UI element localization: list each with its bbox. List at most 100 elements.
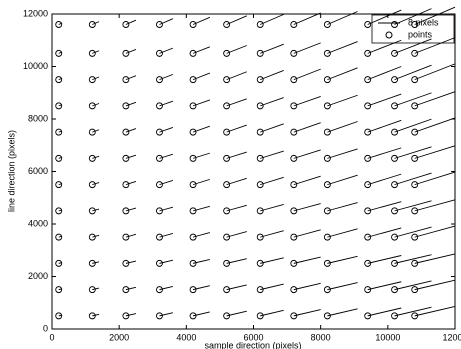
vector [260, 309, 284, 317]
vector [414, 279, 456, 291]
point [88, 286, 96, 294]
vector [367, 201, 402, 212]
vector [260, 150, 284, 159]
point [391, 181, 398, 189]
point [290, 259, 298, 267]
point [364, 312, 372, 320]
point [256, 207, 264, 215]
point [256, 312, 264, 320]
point [411, 76, 419, 84]
point [364, 154, 372, 162]
vector [92, 50, 100, 54]
point [323, 233, 331, 241]
point [55, 233, 63, 241]
vector [293, 68, 321, 81]
point [223, 207, 231, 215]
vector [125, 181, 137, 186]
point [122, 181, 130, 189]
point [55, 154, 63, 162]
vector [92, 208, 100, 212]
vector [394, 226, 432, 238]
point [223, 21, 231, 28]
vector [293, 175, 321, 186]
point [364, 21, 372, 28]
point [323, 312, 331, 320]
vector [327, 228, 358, 238]
point [256, 102, 264, 110]
point [156, 259, 163, 267]
point [323, 128, 331, 136]
vector [226, 71, 247, 81]
point [122, 259, 130, 267]
vector [260, 43, 284, 54]
point [364, 102, 372, 110]
vector [226, 45, 247, 54]
vector [159, 100, 174, 107]
vector [125, 154, 137, 159]
vector [226, 124, 247, 133]
vector [159, 286, 174, 291]
vector [394, 118, 432, 133]
vector [159, 73, 174, 81]
vector [414, 171, 456, 186]
point [189, 102, 197, 110]
point [88, 102, 96, 110]
point [88, 21, 96, 28]
vector [226, 15, 247, 25]
vector [394, 146, 432, 159]
vector [327, 67, 358, 81]
point [156, 286, 163, 294]
vector [414, 37, 456, 54]
point [55, 312, 63, 320]
vector [367, 119, 402, 133]
point [122, 102, 130, 110]
point [391, 207, 398, 215]
point [290, 102, 298, 110]
point [364, 259, 372, 267]
point [189, 76, 197, 84]
y-tick-label: 8000 [28, 113, 48, 123]
point [156, 154, 163, 162]
vector [125, 207, 137, 212]
point [189, 233, 197, 241]
vector [293, 282, 321, 291]
vector [159, 153, 174, 159]
vector [394, 200, 432, 212]
point [290, 207, 298, 215]
point [290, 181, 298, 189]
point [391, 102, 398, 110]
point [364, 49, 372, 57]
point [411, 286, 419, 294]
point [364, 286, 372, 294]
vector [367, 9, 402, 25]
vector [327, 255, 358, 264]
point [323, 21, 331, 28]
point [88, 259, 96, 267]
legend-label: points [408, 29, 433, 39]
point [122, 286, 130, 294]
vector [394, 254, 432, 264]
point [88, 233, 96, 241]
point [156, 207, 163, 215]
point [223, 233, 231, 241]
vector [414, 6, 456, 25]
vector [414, 253, 456, 264]
point [156, 49, 163, 57]
y-tick-label: 0 [43, 323, 48, 333]
point [256, 76, 264, 84]
point [55, 128, 63, 136]
point [189, 21, 197, 28]
point [223, 181, 231, 189]
vector [226, 231, 247, 238]
legend-point-swatch [385, 31, 393, 39]
point [256, 181, 264, 189]
point [55, 286, 63, 294]
vector [293, 12, 321, 25]
point [55, 259, 63, 267]
point [55, 207, 63, 215]
point [156, 102, 163, 110]
point [189, 181, 197, 189]
point [122, 154, 130, 162]
point [55, 21, 63, 28]
vector [92, 182, 100, 186]
